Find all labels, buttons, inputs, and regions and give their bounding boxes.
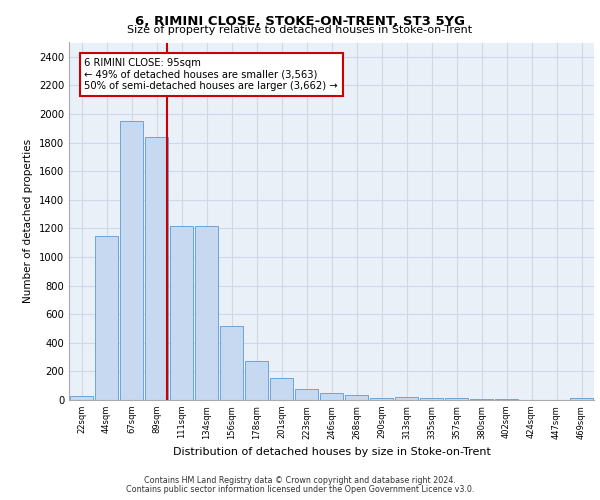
Bar [170,226,193,400]
Bar [70,396,93,400]
Bar [395,397,418,400]
Bar [345,394,368,400]
Text: 6, RIMINI CLOSE, STOKE-ON-TRENT, ST3 5YG: 6, RIMINI CLOSE, STOKE-ON-TRENT, ST3 5YG [135,15,465,28]
Bar [420,398,443,400]
Bar [445,398,468,400]
Bar [145,137,168,400]
Text: Contains public sector information licensed under the Open Government Licence v3: Contains public sector information licen… [126,485,474,494]
Bar [320,394,343,400]
Y-axis label: Number of detached properties: Number of detached properties [23,139,34,304]
Bar [95,236,118,400]
X-axis label: Distribution of detached houses by size in Stoke-on-Trent: Distribution of detached houses by size … [173,447,490,457]
Text: Contains HM Land Registry data © Crown copyright and database right 2024.: Contains HM Land Registry data © Crown c… [144,476,456,485]
Bar [195,226,218,400]
Bar [370,398,393,400]
Bar [120,121,143,400]
Bar [270,378,293,400]
Text: 6 RIMINI CLOSE: 95sqm
← 49% of detached houses are smaller (3,563)
50% of semi-d: 6 RIMINI CLOSE: 95sqm ← 49% of detached … [85,58,338,92]
Bar [295,388,318,400]
Bar [570,398,593,400]
Bar [220,326,243,400]
Bar [245,362,268,400]
Text: Size of property relative to detached houses in Stoke-on-Trent: Size of property relative to detached ho… [127,25,473,35]
